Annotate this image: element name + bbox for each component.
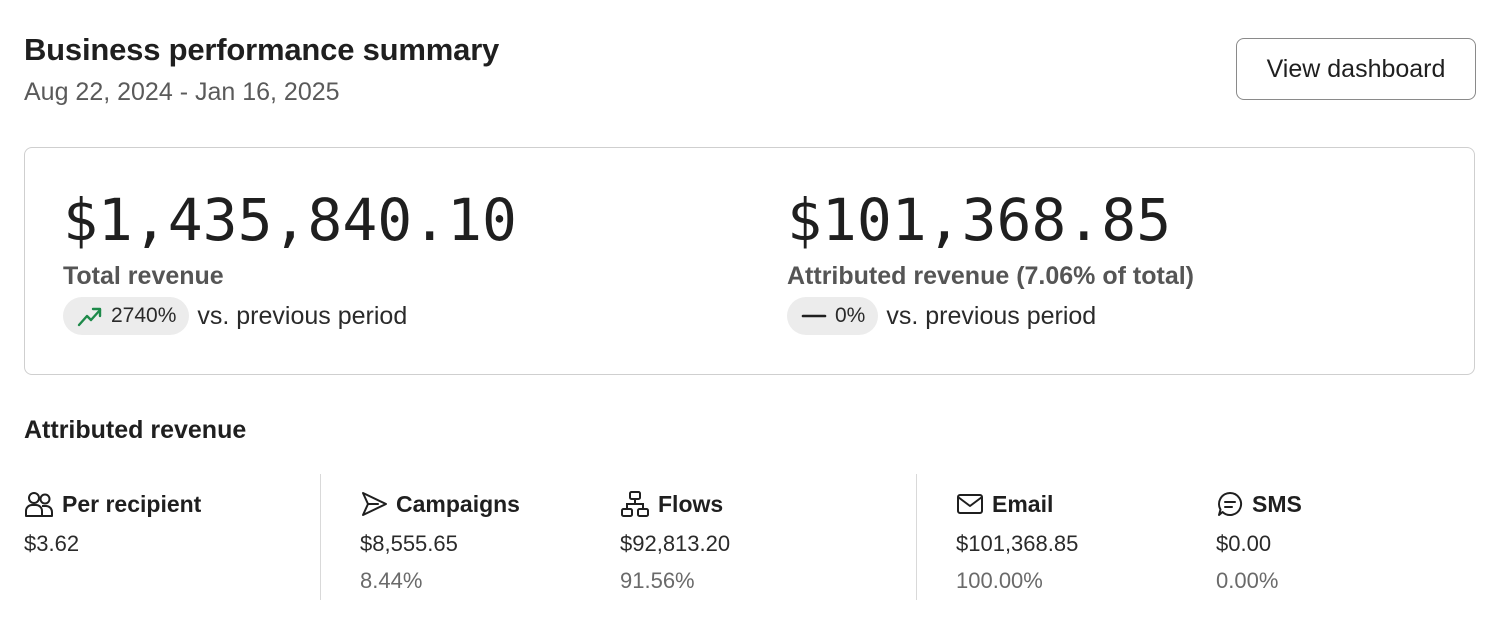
stat-percent: 100.00% [956,568,1043,593]
compare-text: vs. previous period [197,301,408,330]
date-range: Aug 22, 2024 - Jan 16, 2025 [24,78,340,106]
stat-value: $101,368.85 [956,531,1079,556]
revenue-summary-card: $1,435,840.10 Total revenue 2740% vs. pr… [24,147,1475,375]
stat-campaigns: Campaigns $8,555.65 8.44% [360,488,520,594]
attributed-revenue-label: Attributed revenue (7.06% of total) [787,262,1194,290]
stat-value: $3.62 [24,531,80,556]
stat-email: Email $101,368.85 100.00% [956,488,1078,594]
stat-flows: Flows $92,813.20 91.56% [620,488,730,594]
people-icon [25,492,53,517]
flow-icon [621,491,649,517]
page-title: Business performance summary [24,32,500,67]
page-header: Business performance summary Aug 22, 202… [24,30,1476,110]
trend-up-icon [77,307,102,327]
view-dashboard-button[interactable]: View dashboard [1236,38,1476,100]
change-value: 0% [835,304,866,327]
stat-percent: 8.44% [360,568,423,593]
total-revenue-metric: $1,435,840.10 Total revenue 2740% vs. pr… [63,188,517,335]
attributed-revenue-comparison: 0% vs. previous period [787,297,1194,335]
sms-icon [1218,491,1242,516]
attributed-revenue-metric: $101,368.85 Attributed revenue (7.06% of… [787,188,1194,335]
attributed-revenue-breakdown: Per recipient $3.62 Campaigns $8,555.65 … [24,474,1476,600]
change-badge: 0% [787,297,879,335]
change-value: 2740% [111,304,177,327]
stat-value: $8,555.65 [360,531,458,556]
stat-value: $0.00 [1216,531,1272,556]
attributed-revenue-value: $101,368.85 [787,186,1172,254]
stat-sms: SMS $0.00 0.00% [1216,488,1302,594]
divider [916,474,917,600]
send-icon [362,492,387,516]
stat-value: $92,813.20 [620,531,731,556]
stat-label: SMS [1252,490,1302,517]
divider [320,474,321,600]
stat-label: Campaigns [396,490,520,517]
attributed-revenue-heading: Attributed revenue [24,416,247,444]
total-revenue-label: Total revenue [63,262,224,290]
stat-per-recipient: Per recipient $3.62 [24,488,201,557]
total-revenue-comparison: 2740% vs. previous period [63,297,517,335]
stat-percent: 91.56% [620,568,695,593]
mail-icon [957,494,983,514]
stat-label: Flows [658,490,724,517]
stat-label: Per recipient [62,490,202,517]
change-badge: 2740% [63,297,190,335]
stat-percent: 0.00% [1216,568,1279,593]
compare-text: vs. previous period [886,301,1097,330]
total-revenue-value: $1,435,840.10 [63,186,517,254]
stat-label: Email [992,490,1054,517]
dash-icon [801,314,827,318]
